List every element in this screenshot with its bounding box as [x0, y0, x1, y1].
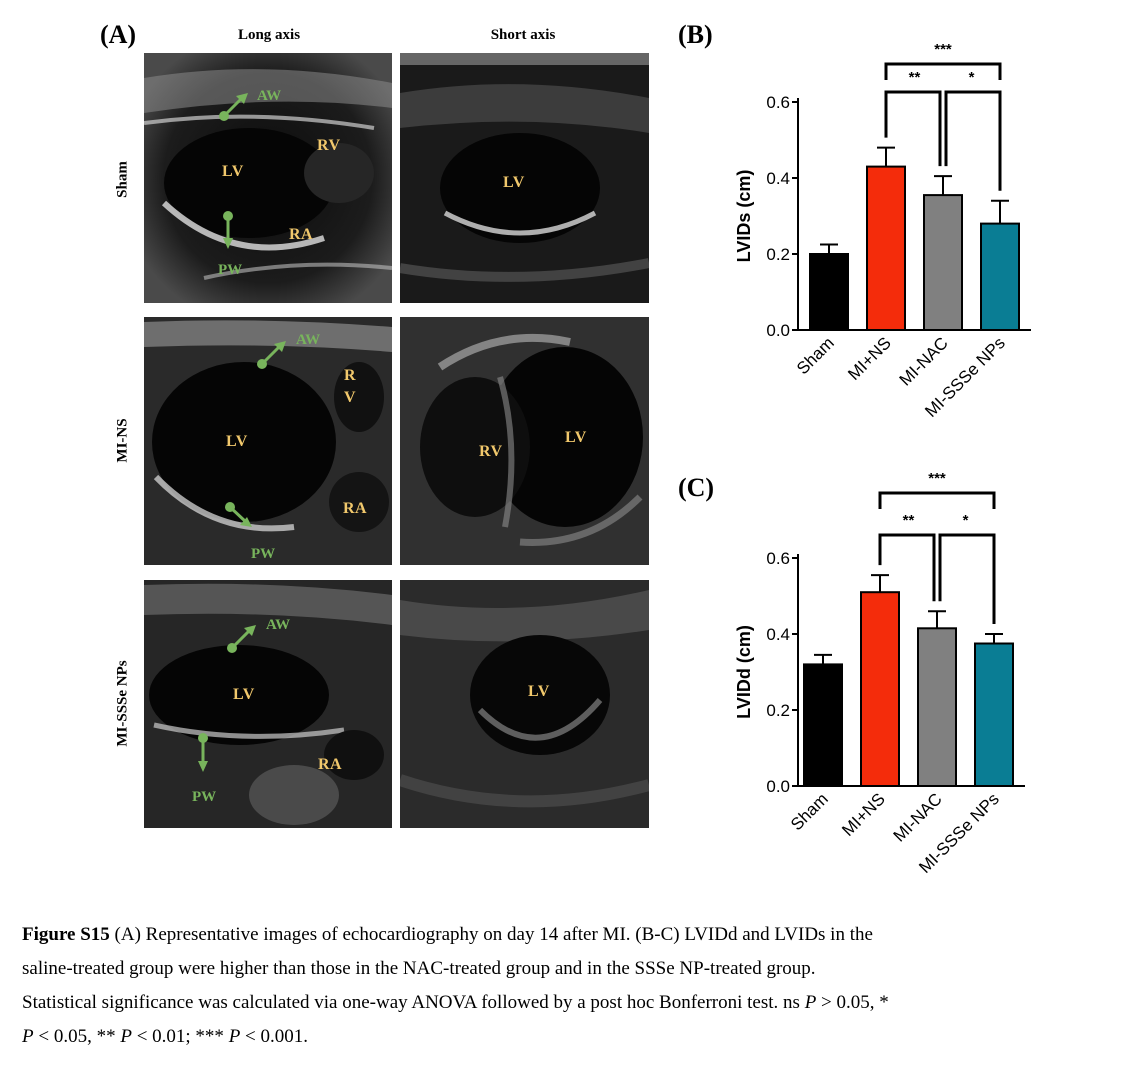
x-tick-label: MI+NS	[844, 333, 895, 384]
significance-bracket	[878, 491, 996, 509]
caption-p: P	[22, 1026, 34, 1047]
caption-line-2: saline-treated group were higher than th…	[22, 958, 816, 979]
bar-mi-nac	[923, 194, 963, 331]
short-axis-header: Short axis	[490, 27, 556, 43]
label-ra: RA	[289, 226, 314, 243]
label-pw: PW	[218, 262, 243, 278]
label-lv: LV	[565, 429, 587, 446]
echo-mi-ssse-long-axis: AW LV RA PW	[144, 580, 392, 828]
y-tick-label: 0.2	[766, 701, 790, 720]
x-tick-label: MI-NAC	[890, 789, 946, 845]
echo-mi-ns-short-axis: RV LV	[400, 317, 649, 565]
y-tick-label: 0.6	[766, 93, 790, 112]
significance-label: **	[909, 69, 921, 86]
significance-bracket	[884, 62, 1002, 80]
label-ra: RA	[318, 756, 343, 773]
y-axis-label: LVIDs (cm)	[734, 170, 754, 263]
caption-line-3b: > 0.05, *	[816, 992, 889, 1013]
y-tick-label: 0.0	[766, 777, 790, 796]
long-axis-header: Long axis	[237, 27, 301, 43]
panel-a-letter: (A)	[100, 20, 137, 49]
bar-mi-ns	[866, 165, 906, 331]
label-lv: LV	[503, 174, 525, 191]
y-axis-label: LVIDd (cm)	[734, 625, 754, 719]
figure-caption: Figure S15 (A) Representative images of …	[22, 918, 1102, 1054]
label-pw: PW	[192, 789, 217, 805]
caption-p: P	[120, 1026, 132, 1047]
y-tick-label: 0.2	[766, 245, 790, 264]
caption-line-1: (A) Representative images of echocardiog…	[109, 924, 873, 945]
significance-bracket	[944, 90, 1002, 191]
bar-mi-ssse-nps	[980, 222, 1020, 332]
chart-lvidd: 0.0 0.2 0.4 0.6 LVIDd (cm) Sham MI+NS MI-NAC MI-…	[700, 460, 1120, 900]
y-tick-label: 0.6	[766, 549, 790, 568]
echo-sham-short-axis: LV	[400, 53, 649, 303]
caption-line-4b: < 0.01; ***	[131, 1026, 229, 1047]
significance-label: *	[963, 512, 969, 529]
significance-label: **	[903, 512, 915, 529]
significance-label: *	[969, 69, 975, 86]
bar-sham	[809, 253, 849, 331]
row-label-mi-ssse: MI-SSSe NPs	[114, 660, 131, 747]
x-tick-label: MI+NS	[838, 789, 889, 840]
y-tick-label: 0.4	[766, 169, 790, 188]
caption-p: P	[804, 992, 817, 1013]
label-rv: RV	[317, 137, 341, 154]
echo-mi-ns-long-axis: AW R V LV RA PW	[144, 317, 392, 565]
label-aw: AW	[266, 617, 291, 633]
bar-sham	[803, 663, 843, 787]
bar-mi-nac	[917, 627, 957, 787]
bar-mi-ns	[860, 591, 900, 787]
label-lv: LV	[226, 433, 248, 450]
chart-lvids: 0.0 0.2 0.4 0.6 LVIDs (cm) Sham MI+NS MI-NAC MI-…	[700, 30, 1120, 450]
label-aw: AW	[257, 88, 282, 104]
label-ra: RA	[343, 500, 368, 517]
label-v: V	[344, 389, 357, 406]
echo-sham-long-axis: AW LV RV RA PW	[144, 53, 392, 303]
caption-p: P	[228, 1026, 241, 1047]
label-lv: LV	[528, 683, 550, 700]
significance-label: ***	[928, 470, 946, 487]
caption-line-4a: < 0.05, **	[33, 1026, 121, 1047]
label-rv: RV	[479, 443, 503, 460]
significance-bracket	[938, 533, 996, 624]
label-aw: AW	[296, 332, 321, 348]
caption-figure-label: Figure S15	[22, 924, 110, 945]
label-r: R	[344, 367, 357, 384]
panel-b-letter: (B)	[678, 20, 713, 49]
label-lv: LV	[222, 163, 244, 180]
significance-label: ***	[934, 41, 952, 58]
x-tick-label: MI-NAC	[896, 333, 952, 389]
x-tick-label: Sham	[793, 333, 838, 378]
panel-c-letter: (C)	[678, 473, 715, 502]
row-label-sham: Sham	[114, 161, 131, 198]
row-label-mi-ns: MI-NS	[114, 418, 131, 463]
echo-mi-ssse-short-axis: LV	[400, 580, 649, 828]
x-tick-label: Sham	[787, 789, 832, 834]
y-tick-label: 0.4	[766, 625, 790, 644]
significance-bracket	[884, 90, 942, 167]
bar-mi-ssse-nps	[974, 642, 1014, 787]
label-lv: LV	[233, 686, 255, 703]
caption-line-3: Statistical significance was calculated …	[22, 992, 805, 1013]
caption-line-4c: < 0.001.	[240, 1026, 309, 1047]
y-tick-label: 0.0	[766, 321, 790, 340]
significance-bracket	[878, 533, 936, 602]
label-pw: PW	[251, 546, 276, 562]
